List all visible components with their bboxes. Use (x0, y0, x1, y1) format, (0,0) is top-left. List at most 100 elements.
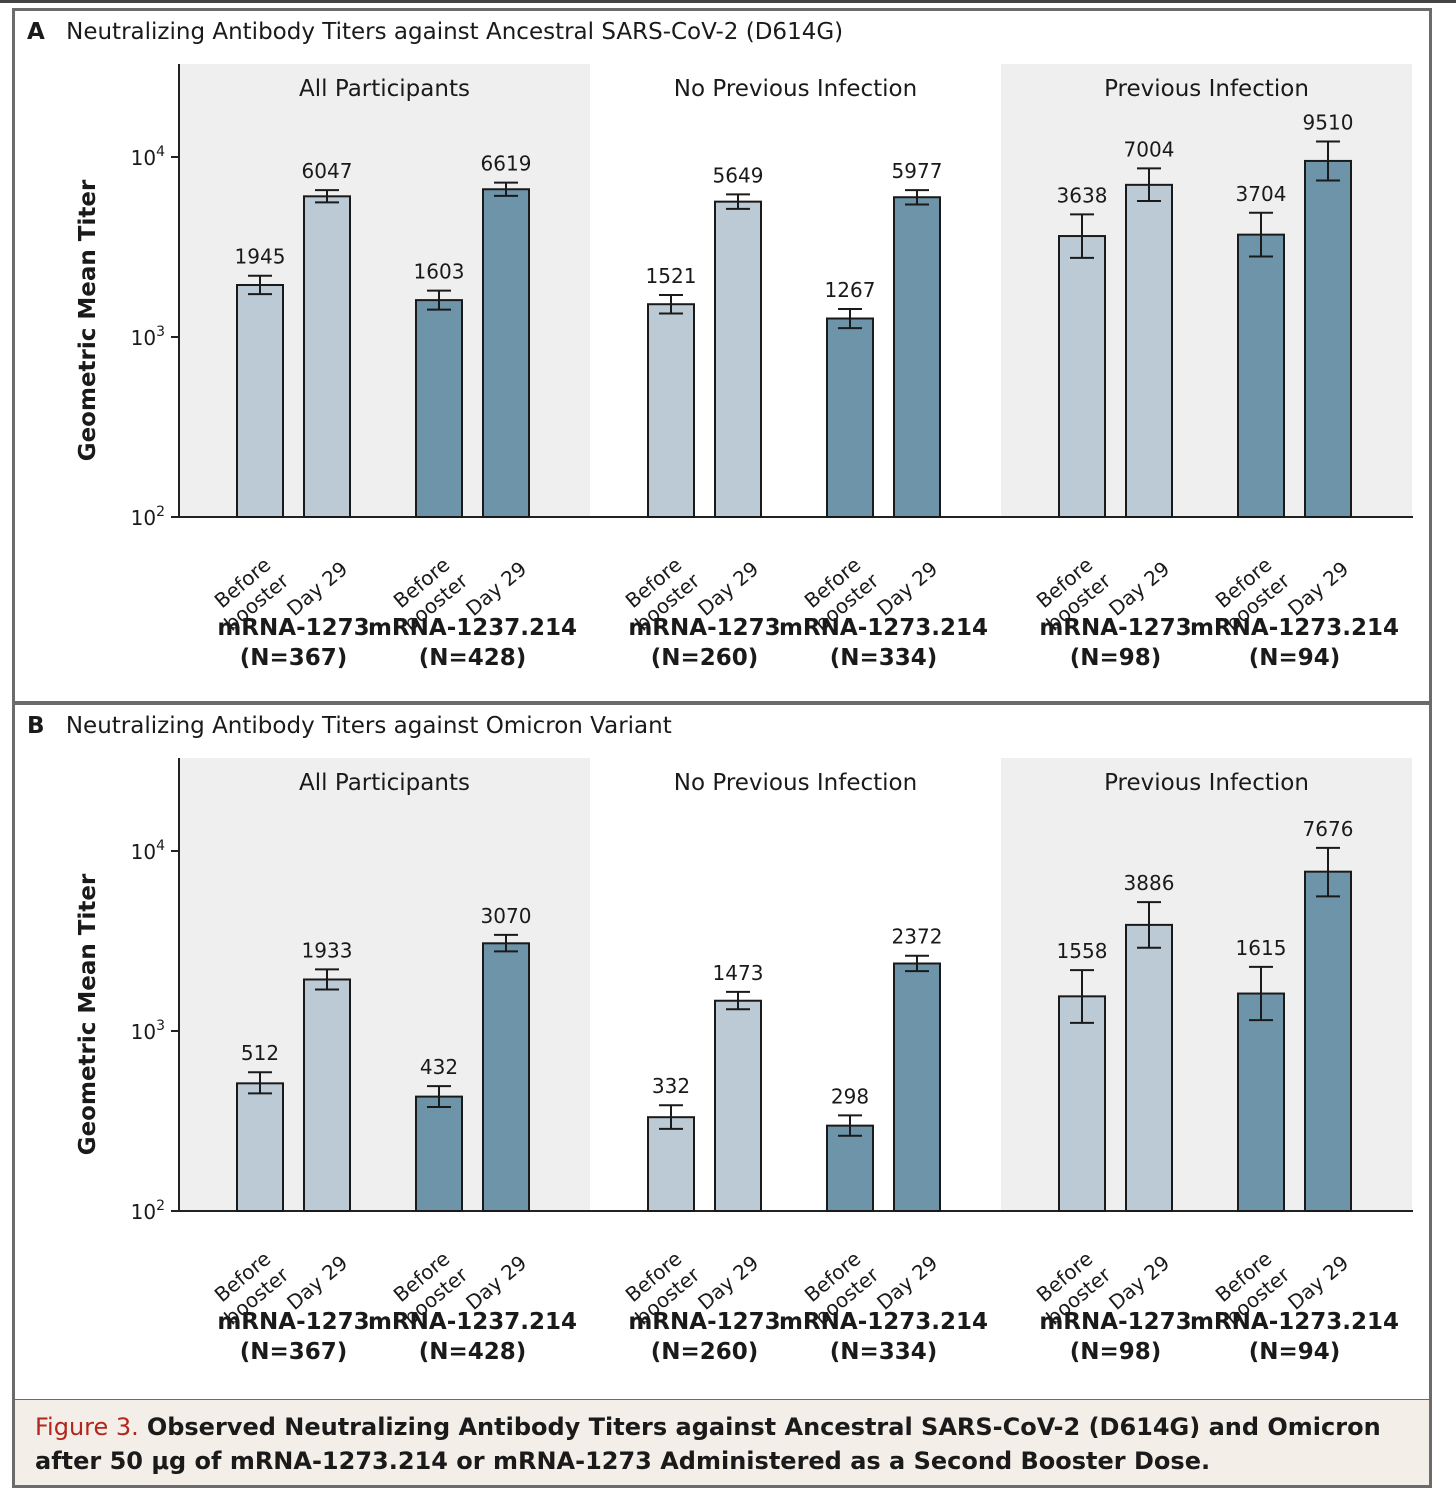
data-label: 1615 (1236, 936, 1287, 960)
group-title: No Previous Infection (674, 76, 917, 102)
vaccine-n-label: (N=428) (419, 645, 527, 671)
bar (1058, 995, 1106, 1212)
data-label: 298 (831, 1084, 869, 1108)
y-axis-label: Geometric Mean Titer (75, 873, 101, 1155)
data-label: 9510 (1303, 110, 1354, 134)
bar (1304, 870, 1352, 1212)
bar (647, 1116, 695, 1213)
bar (714, 200, 762, 518)
panel-b-heading: B Neutralizing Antibody Titers against O… (27, 713, 672, 739)
bar (1237, 233, 1285, 518)
y-tick-label: 104 (131, 838, 165, 864)
bar (236, 283, 284, 518)
x-tick-label: Day 29 (1104, 1250, 1174, 1314)
vaccine-n-label: (N=98) (1070, 1339, 1162, 1365)
y-tick-exponent: 2 (156, 504, 165, 520)
vaccine-label: mRNA-1273 (628, 1309, 780, 1335)
vaccine-label: mRNA-1273.214 (1190, 1309, 1399, 1335)
data-label: 1521 (646, 264, 697, 288)
panel-a-chart: All Participants No Previous Infection Pre… (75, 64, 1413, 671)
x-tick-label: Day 29 (1104, 556, 1174, 620)
panel-b: B Neutralizing Antibody Titers against O… (12, 702, 1432, 1402)
data-label: 1933 (302, 938, 353, 962)
group-title: Previous Infection (1104, 770, 1309, 796)
bar (482, 188, 530, 518)
x-tick-label: Day 29 (693, 556, 763, 620)
y-tick-exponent: 3 (156, 1018, 165, 1034)
vaccine-n-label: (N=98) (1070, 645, 1162, 671)
data-label: 332 (652, 1074, 690, 1098)
y-tick-label: 102 (131, 504, 165, 530)
y-tick-label: 103 (131, 324, 165, 350)
y-tick-exponent: 3 (156, 324, 165, 340)
top-rule (0, 0, 1456, 3)
vaccine-n-label: (N=260) (651, 1339, 759, 1365)
y-tick-label: 104 (131, 144, 165, 170)
vaccine-label: mRNA-1273.214 (779, 1309, 988, 1335)
vaccine-label: mRNA-1273 (1039, 615, 1191, 641)
bar (303, 195, 351, 518)
bar (826, 1124, 874, 1213)
panel-a: A Neutralizing Antibody Titers against A… (12, 8, 1432, 704)
y-tick-exponent: 2 (156, 1198, 165, 1214)
vaccine-label: mRNA-1237.214 (368, 615, 577, 641)
panel-b-letter: B (27, 713, 45, 739)
vaccine-label: mRNA-1237.214 (368, 1309, 577, 1335)
bar (415, 299, 463, 518)
caption-label: Figure 3. (35, 1413, 139, 1441)
bar (236, 1082, 284, 1213)
panel-a-letter: A (27, 19, 45, 45)
vaccine-label: mRNA-1273.214 (1190, 615, 1399, 641)
bar (482, 942, 530, 1212)
data-label: 3886 (1124, 871, 1175, 895)
data-label: 432 (420, 1055, 458, 1079)
y-axis-label: Geometric Mean Titer (75, 179, 101, 461)
panel-a-heading: A Neutralizing Antibody Titers against A… (27, 19, 843, 45)
bar (1125, 183, 1173, 518)
x-tick-label: Day 29 (461, 1250, 531, 1314)
data-label: 1473 (713, 961, 764, 985)
bar (1304, 159, 1352, 518)
panel-b-chart: All Participants No Previous Infection Pre… (75, 758, 1413, 1365)
x-tick-label: Day 29 (1283, 1250, 1353, 1314)
vaccine-n-label: (N=334) (830, 645, 938, 671)
group-title: All Participants (299, 76, 470, 102)
vaccine-n-label: (N=428) (419, 1339, 527, 1365)
vaccine-n-label: (N=94) (1249, 1339, 1341, 1365)
data-label: 2372 (892, 925, 943, 949)
data-label: 5977 (892, 159, 943, 183)
data-label: 1603 (414, 260, 465, 284)
bar (415, 1095, 463, 1212)
data-label: 3638 (1057, 183, 1108, 207)
vaccine-n-label: (N=367) (240, 645, 348, 671)
x-tick-label: Day 29 (872, 556, 942, 620)
x-tick-label: Day 29 (282, 556, 352, 620)
vaccine-n-label: (N=94) (1249, 645, 1341, 671)
vaccine-label: mRNA-1273 (217, 1309, 369, 1335)
group-title: No Previous Infection (674, 770, 917, 796)
data-label: 512 (241, 1041, 279, 1065)
bar (714, 999, 762, 1212)
data-label: 7004 (1124, 137, 1175, 161)
bar (1237, 992, 1285, 1212)
y-tick-exponent: 4 (156, 838, 165, 854)
figure-caption: Figure 3. Observed Neutralizing Antibody … (12, 1400, 1432, 1488)
data-label: 1945 (235, 245, 286, 269)
vaccine-n-label: (N=367) (240, 1339, 348, 1365)
bar (647, 303, 695, 518)
group-title: Previous Infection (1104, 76, 1309, 102)
vaccine-label: mRNA-1273.214 (779, 615, 988, 641)
vaccine-label: mRNA-1273 (628, 615, 780, 641)
bar (893, 196, 941, 519)
vaccine-n-label: (N=334) (830, 1339, 938, 1365)
bar (826, 317, 874, 518)
y-tick-label: 102 (131, 1198, 165, 1224)
data-label: 3070 (481, 904, 532, 928)
data-label: 7676 (1303, 817, 1354, 841)
x-tick-label: Day 29 (1283, 556, 1353, 620)
x-tick-label: Day 29 (693, 1250, 763, 1314)
panel-b-title: Neutralizing Antibody Titers against Omi… (65, 713, 672, 739)
vaccine-n-label: (N=260) (651, 645, 759, 671)
bar (1125, 923, 1173, 1212)
y-tick-label: 103 (131, 1018, 165, 1044)
